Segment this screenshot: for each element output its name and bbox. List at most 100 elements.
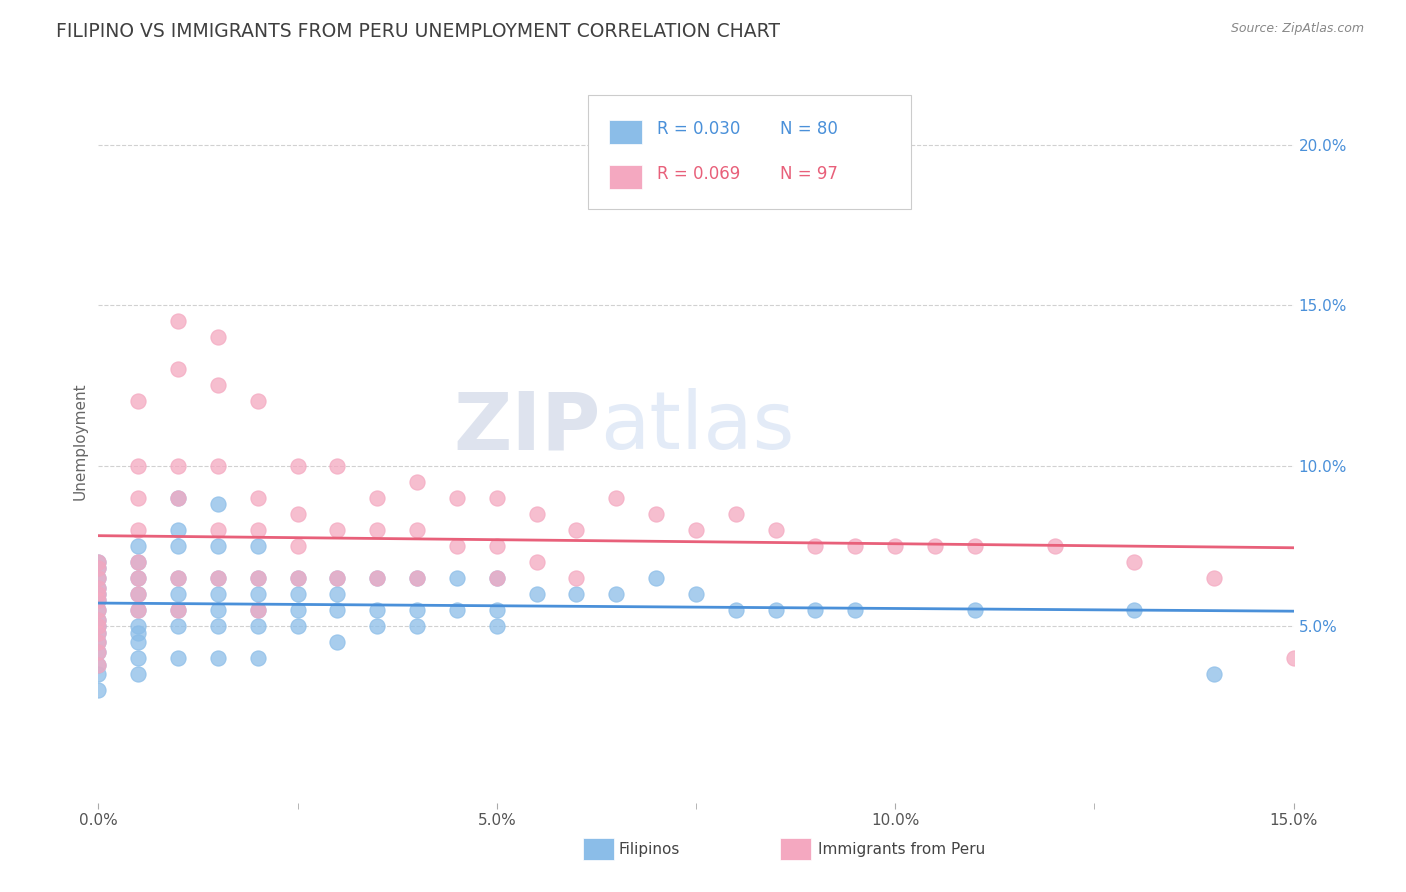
Point [246, 571, 269, 585]
Point [287, 587, 309, 601]
Point [127, 491, 149, 505]
Point [127, 651, 149, 665]
Point [167, 651, 190, 665]
Point [127, 394, 149, 409]
Point [87, 619, 110, 633]
Point [565, 523, 588, 537]
Point [287, 603, 309, 617]
Point [326, 571, 349, 585]
Point [87, 581, 110, 595]
Point [645, 507, 668, 521]
Point [167, 539, 190, 553]
Point [724, 507, 747, 521]
Point [127, 587, 149, 601]
Text: R = 0.030: R = 0.030 [657, 120, 740, 137]
Point [167, 587, 190, 601]
Point [287, 619, 309, 633]
Point [366, 603, 388, 617]
Text: N = 80: N = 80 [779, 120, 838, 137]
Point [87, 645, 110, 659]
Point [127, 667, 149, 681]
Point [167, 314, 190, 328]
Point [446, 491, 468, 505]
Point [127, 523, 149, 537]
Point [485, 539, 508, 553]
Point [326, 458, 349, 473]
Point [366, 571, 388, 585]
Point [526, 555, 548, 569]
Point [207, 539, 229, 553]
Point [366, 619, 388, 633]
Point [844, 539, 866, 553]
Point [207, 651, 229, 665]
Point [804, 603, 827, 617]
Point [87, 613, 110, 627]
Point [87, 625, 110, 640]
Point [884, 539, 907, 553]
Point [207, 571, 229, 585]
Point [127, 603, 149, 617]
Point [645, 571, 668, 585]
Point [326, 635, 349, 649]
Point [963, 603, 986, 617]
Point [246, 651, 269, 665]
Point [765, 603, 787, 617]
Point [87, 561, 110, 575]
Point [87, 561, 110, 575]
Point [485, 603, 508, 617]
Point [167, 619, 190, 633]
Point [287, 458, 309, 473]
Point [485, 571, 508, 585]
Point [127, 603, 149, 617]
Y-axis label: Unemployment: Unemployment [72, 383, 87, 500]
Point [1123, 603, 1146, 617]
Point [485, 491, 508, 505]
Point [167, 362, 190, 376]
Point [207, 378, 229, 392]
Point [87, 635, 110, 649]
FancyBboxPatch shape [589, 95, 911, 209]
Point [87, 657, 110, 672]
Point [246, 523, 269, 537]
Point [924, 539, 946, 553]
Point [127, 539, 149, 553]
Point [87, 683, 110, 698]
Point [167, 523, 190, 537]
Point [287, 539, 309, 553]
Point [1123, 555, 1146, 569]
Point [326, 587, 349, 601]
Point [207, 603, 229, 617]
Point [127, 571, 149, 585]
Point [87, 603, 110, 617]
Point [685, 587, 707, 601]
Point [127, 555, 149, 569]
Point [87, 593, 110, 607]
Text: Immigrants from Peru: Immigrants from Peru [818, 842, 986, 856]
Point [87, 613, 110, 627]
Point [167, 571, 190, 585]
Point [406, 603, 429, 617]
Point [87, 619, 110, 633]
Point [406, 571, 429, 585]
Text: ZIP: ZIP [453, 388, 600, 467]
Point [366, 523, 388, 537]
Point [127, 619, 149, 633]
Point [1202, 667, 1225, 681]
Point [207, 587, 229, 601]
Point [1202, 571, 1225, 585]
Point [565, 587, 588, 601]
Text: R = 0.069: R = 0.069 [657, 165, 740, 183]
Point [167, 491, 190, 505]
Bar [609, 120, 643, 144]
Point [127, 458, 149, 473]
Point [485, 571, 508, 585]
Point [326, 523, 349, 537]
Text: atlas: atlas [600, 388, 794, 467]
Point [366, 491, 388, 505]
Point [685, 523, 707, 537]
Point [406, 571, 429, 585]
Point [526, 507, 548, 521]
Point [287, 571, 309, 585]
Point [246, 603, 269, 617]
Point [167, 491, 190, 505]
